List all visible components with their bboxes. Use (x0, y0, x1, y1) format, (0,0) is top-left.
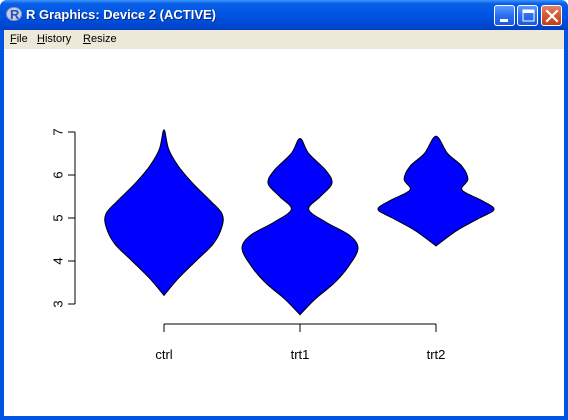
y-tick-label: 7 (50, 128, 65, 135)
svg-text:R: R (10, 7, 20, 22)
x-tick-label: trt1 (291, 347, 310, 362)
violin-ctrl (104, 129, 224, 297)
close-button[interactable] (541, 5, 562, 26)
y-tick-label: 3 (50, 300, 65, 307)
x-axis: ctrl trt1 trt2 (155, 323, 446, 362)
violin-plot: 3 4 5 6 7 ctrl trt1 trt2 (50, 128, 495, 362)
y-tick-label: 6 (50, 171, 65, 178)
menu-file[interactable]: File (10, 33, 28, 45)
minimize-button[interactable] (494, 5, 515, 26)
window-title: R Graphics: Device 2 (ACTIVE) (26, 7, 216, 22)
maximize-icon (522, 9, 535, 22)
violins (104, 129, 495, 316)
y-axis: 3 4 5 6 7 (50, 128, 76, 308)
menu-bar: File History Resize (4, 30, 564, 49)
x-tick-label: trt2 (427, 347, 446, 362)
y-tick-label: 5 (50, 214, 65, 221)
x-tick-label: ctrl (155, 347, 172, 362)
menu-resize[interactable]: Resize (83, 33, 117, 45)
r-logo-icon: R (6, 7, 22, 22)
menu-history[interactable]: History (37, 33, 72, 45)
plot-canvas: 3 4 5 6 7 ctrl trt1 trt2 (4, 49, 564, 416)
title-bar[interactable]: R R Graphics: Device 2 (ACTIVE) (0, 0, 568, 30)
violin-trt2 (377, 135, 495, 247)
maximize-button[interactable] (517, 5, 538, 26)
minimize-icon (500, 19, 508, 22)
violin-trt1 (241, 137, 359, 316)
close-icon (545, 9, 559, 23)
y-tick-label: 4 (50, 257, 65, 264)
